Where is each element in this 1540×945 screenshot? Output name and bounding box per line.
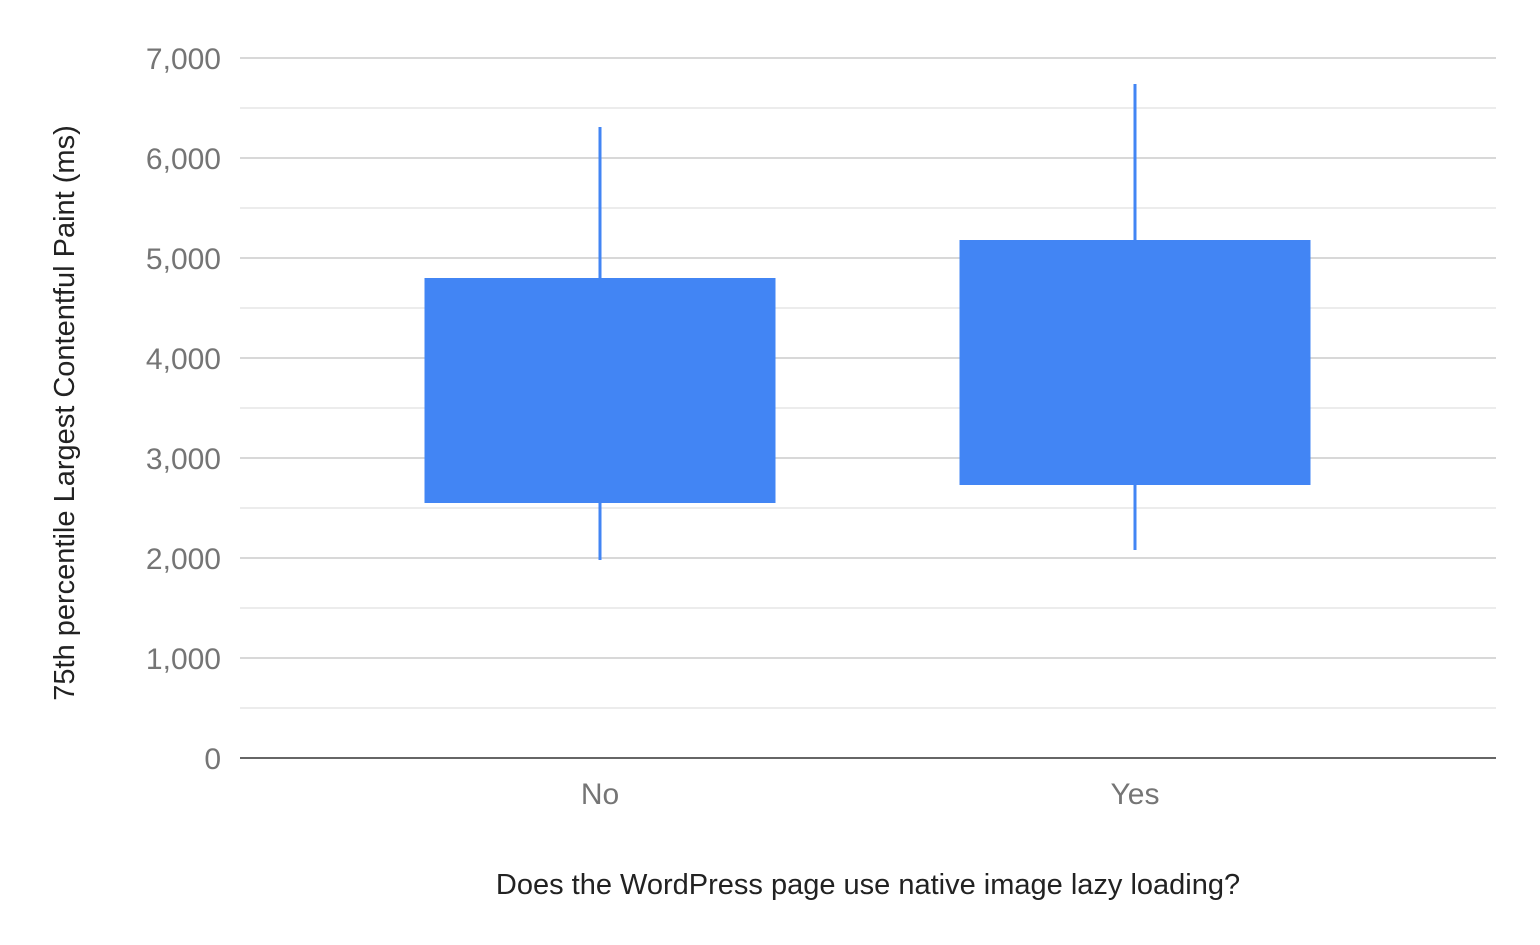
y-tick-label: 7,000 — [146, 43, 221, 76]
y-tick-label: 6,000 — [146, 143, 221, 176]
y-tick-label: 0 — [204, 743, 221, 776]
x-axis-ticks: No Yes — [581, 778, 1160, 811]
y-tick-label: 4,000 — [146, 343, 221, 376]
y-tick-label: 1,000 — [146, 643, 221, 676]
y-axis-ticks: 0 1,000 2,000 3,000 4,000 5,000 6,000 7,000 — [146, 43, 221, 776]
y-tick-label: 5,000 — [146, 243, 221, 276]
x-tick-label: No — [581, 778, 619, 811]
candle-body — [959, 240, 1311, 485]
y-tick-label: 3,000 — [146, 443, 221, 476]
y-tick-label: 2,000 — [146, 543, 221, 576]
candles — [424, 84, 1311, 560]
x-axis-label: Does the WordPress page use native image… — [496, 869, 1240, 901]
y-axis-label: 75th percentile Largest Contentful Paint… — [49, 125, 81, 700]
candle-body — [424, 278, 776, 503]
x-tick-label: Yes — [1111, 778, 1160, 811]
